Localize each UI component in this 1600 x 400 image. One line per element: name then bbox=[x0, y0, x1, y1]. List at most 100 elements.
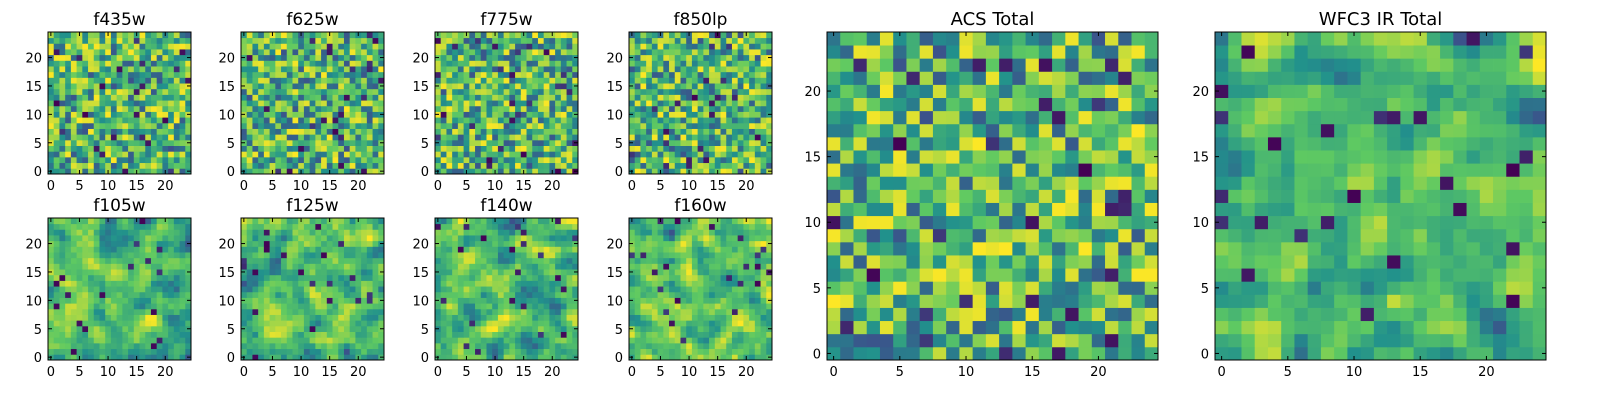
heatmap-cell bbox=[457, 223, 464, 230]
heatmap-cell bbox=[258, 342, 265, 350]
heatmap-cell bbox=[59, 111, 66, 118]
heatmap-cell bbox=[349, 342, 356, 350]
heatmap-cell bbox=[560, 291, 567, 298]
heatmap-cell bbox=[663, 168, 670, 175]
heatmap-cell bbox=[503, 77, 510, 84]
heatmap-cell bbox=[99, 117, 106, 124]
heatmap-cell bbox=[555, 77, 562, 84]
heatmap-cell bbox=[669, 60, 676, 67]
heatmap-cell bbox=[480, 286, 487, 293]
heatmap-cell bbox=[286, 286, 293, 293]
heatmap-cell bbox=[674, 168, 681, 175]
heatmap-cell bbox=[503, 308, 510, 315]
heatmap-cell bbox=[173, 280, 180, 287]
heatmap-cell bbox=[110, 151, 118, 158]
heatmap-cell bbox=[275, 229, 282, 236]
heatmap-cell bbox=[355, 257, 362, 264]
heatmap-cell bbox=[145, 235, 152, 242]
heatmap-cell bbox=[680, 354, 687, 361]
heatmap-cell bbox=[343, 320, 351, 327]
heatmap-cell bbox=[378, 105, 385, 112]
heatmap-cell bbox=[133, 134, 140, 141]
heatmap-cell bbox=[463, 128, 470, 135]
heatmap-cell bbox=[555, 100, 562, 107]
heatmap-cell bbox=[469, 54, 476, 61]
heatmap-cell bbox=[680, 32, 687, 39]
heatmap-cell bbox=[515, 43, 522, 50]
heatmap-cell bbox=[122, 162, 129, 169]
heatmap-cell bbox=[309, 223, 316, 230]
heatmap-cell bbox=[651, 134, 658, 141]
heatmap-cell bbox=[526, 246, 533, 253]
heatmap-cell bbox=[457, 320, 464, 327]
heatmap-cell bbox=[343, 49, 351, 56]
heatmap-cell bbox=[634, 331, 641, 338]
heatmap-cell bbox=[76, 342, 83, 350]
heatmap-cell bbox=[122, 274, 129, 281]
heatmap-cell bbox=[93, 37, 100, 44]
heatmap-cell bbox=[674, 156, 681, 164]
heatmap-cell bbox=[122, 88, 129, 95]
heatmap-cell bbox=[378, 117, 385, 124]
heatmap-cell bbox=[48, 303, 55, 310]
heatmap-cell bbox=[338, 77, 345, 84]
heatmap-cell bbox=[486, 71, 493, 78]
heatmap-cell bbox=[343, 240, 351, 247]
heatmap-cell bbox=[173, 337, 180, 344]
heatmap-cell bbox=[168, 139, 175, 146]
heatmap-cell bbox=[70, 291, 77, 298]
heatmap-cell bbox=[355, 240, 362, 247]
heatmap-cell bbox=[537, 218, 545, 225]
heatmap-cell bbox=[275, 337, 282, 344]
heatmap-cell bbox=[509, 151, 516, 158]
heatmap-cell bbox=[378, 314, 385, 321]
heatmap-cell bbox=[76, 274, 83, 281]
heatmap-cell bbox=[133, 77, 140, 84]
heatmap-cell bbox=[520, 66, 527, 73]
heatmap-cell bbox=[122, 291, 129, 298]
y-tick-label: 0 bbox=[227, 165, 235, 180]
heatmap-cell bbox=[122, 77, 129, 84]
heatmap-cell bbox=[281, 286, 288, 293]
heatmap-cell bbox=[743, 122, 750, 129]
heatmap-cell bbox=[269, 117, 276, 124]
heatmap-cell bbox=[492, 223, 499, 230]
heatmap-cell bbox=[292, 320, 299, 327]
heatmap-cell bbox=[526, 43, 533, 50]
heatmap-cell bbox=[292, 71, 299, 78]
heatmap-cell bbox=[497, 297, 505, 304]
heatmap-cell bbox=[281, 269, 288, 276]
heatmap-cell bbox=[486, 325, 493, 332]
heatmap-cell bbox=[486, 105, 493, 112]
heatmap-cell bbox=[435, 274, 442, 281]
heatmap-cell bbox=[749, 111, 756, 118]
heatmap-cell bbox=[680, 297, 687, 304]
heatmap-cell bbox=[355, 280, 362, 287]
heatmap-cell bbox=[128, 240, 135, 247]
heatmap-cell bbox=[486, 66, 493, 73]
heatmap-cell bbox=[315, 32, 322, 39]
heatmap-cell bbox=[269, 77, 276, 84]
heatmap-cell bbox=[446, 168, 453, 175]
heatmap-cell bbox=[646, 314, 653, 321]
heatmap-cell bbox=[457, 71, 464, 78]
heatmap-cell bbox=[315, 37, 322, 44]
heatmap-cell bbox=[452, 348, 459, 355]
heatmap-cell bbox=[162, 37, 169, 44]
heatmap-cell bbox=[292, 49, 299, 56]
heatmap-cell bbox=[651, 280, 658, 287]
heatmap-cell bbox=[162, 308, 169, 315]
heatmap-cell bbox=[168, 88, 175, 95]
heatmap-cell bbox=[480, 111, 487, 118]
heatmap-cell bbox=[640, 128, 647, 135]
heatmap-cell bbox=[145, 77, 152, 84]
heatmap-cell bbox=[122, 229, 129, 236]
heatmap-cell bbox=[526, 286, 533, 293]
heatmap-cell bbox=[173, 105, 180, 112]
heatmap-cell bbox=[697, 54, 704, 61]
heatmap-cell bbox=[122, 280, 129, 287]
heatmap-cell bbox=[65, 337, 72, 344]
heatmap-cell bbox=[526, 229, 533, 236]
heatmap-cell bbox=[378, 229, 385, 236]
heatmap-cell bbox=[88, 229, 95, 236]
